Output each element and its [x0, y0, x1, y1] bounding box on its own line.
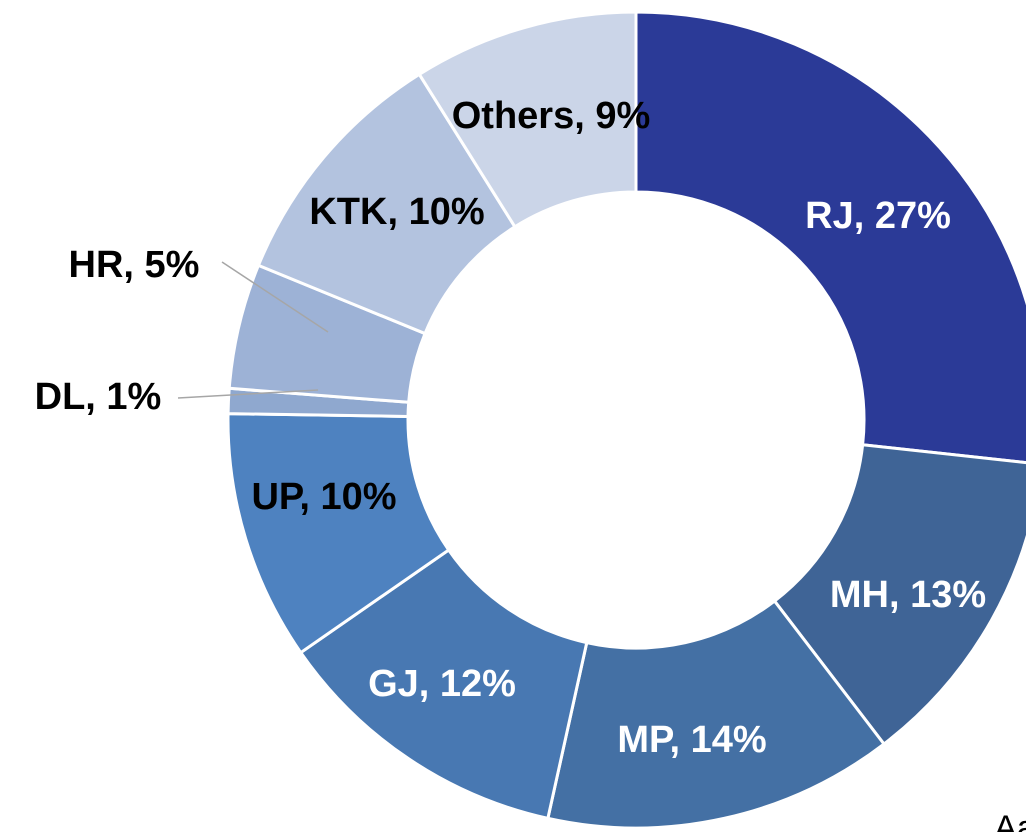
data-label: GJ, 12% [368, 663, 516, 705]
donut-slice [634, 10, 1026, 465]
data-label: KTK, 10% [309, 191, 484, 233]
donut-slice [417, 10, 638, 229]
data-label: HR, 5% [69, 244, 200, 286]
donut-slice [546, 598, 887, 830]
leader-line [177, 389, 319, 399]
leader-line [221, 261, 329, 333]
data-label: DL, 1% [35, 376, 162, 418]
data-label: Others, 9% [452, 95, 651, 137]
data-label: MH, 13% [830, 574, 986, 616]
data-label: UP, 10% [251, 476, 396, 518]
footer-text: Aa [994, 809, 1026, 832]
data-label: MP, 14% [617, 719, 766, 761]
data-label: RJ, 27% [805, 195, 951, 237]
donut-slice [298, 547, 589, 821]
donut-slice [772, 443, 1026, 747]
